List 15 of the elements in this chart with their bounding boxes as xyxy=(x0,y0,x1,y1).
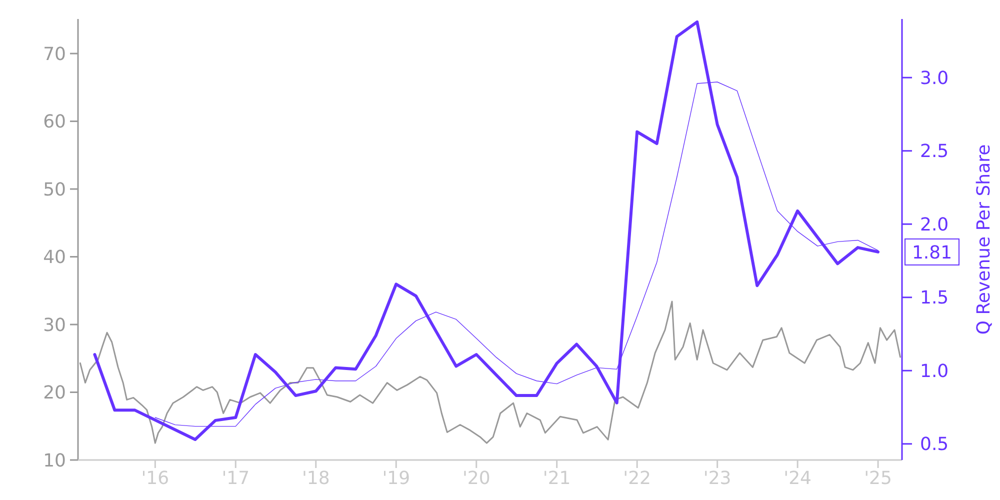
y-tick-label: 70 xyxy=(43,44,66,65)
y-tick-label: 10 xyxy=(43,450,66,472)
y2-tick-label: 3.0 xyxy=(920,68,949,89)
y-tick-label: 30 xyxy=(43,314,66,336)
y-tick-label: 60 xyxy=(43,112,66,133)
y2-tick-label: 2.0 xyxy=(920,214,949,236)
y-tick-label: 20 xyxy=(43,382,66,404)
text: 1.81 xyxy=(912,242,952,264)
y2-tick-label: 2.5 xyxy=(920,141,949,162)
y2-tick-label: 1.5 xyxy=(920,288,949,309)
y2-axis-title: Q Revenue Per Share xyxy=(973,144,994,335)
y2-tick-label: 1.0 xyxy=(920,360,949,382)
y-tick-label: 40 xyxy=(43,247,66,268)
y-tick-label: 50 xyxy=(43,179,66,200)
y2-tick-label: 0.5 xyxy=(920,434,949,456)
